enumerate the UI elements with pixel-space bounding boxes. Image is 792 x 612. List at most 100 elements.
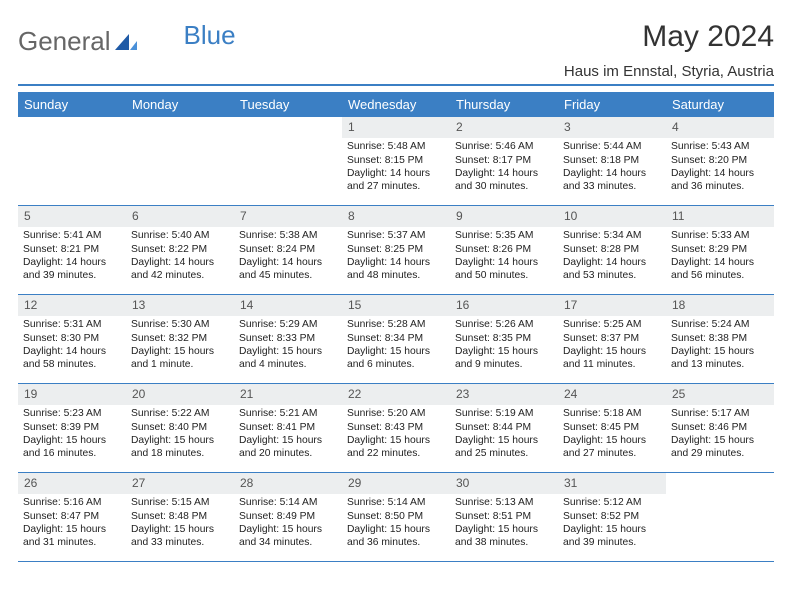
day-number: 22 bbox=[342, 384, 450, 405]
day-sunrise: Sunrise: 5:23 AM bbox=[23, 407, 121, 420]
day-cell: 4Sunrise: 5:43 AMSunset: 8:20 PMDaylight… bbox=[666, 117, 774, 205]
day-daylight1: Daylight: 14 hours bbox=[239, 256, 337, 269]
day-header-cell: Friday bbox=[558, 92, 666, 117]
day-body: Sunrise: 5:16 AMSunset: 8:47 PMDaylight:… bbox=[18, 496, 126, 553]
day-cell: 28Sunrise: 5:14 AMSunset: 8:49 PMDayligh… bbox=[234, 473, 342, 561]
day-body: Sunrise: 5:43 AMSunset: 8:20 PMDaylight:… bbox=[666, 140, 774, 197]
day-sunrise: Sunrise: 5:38 AM bbox=[239, 229, 337, 242]
day-cell: 9Sunrise: 5:35 AMSunset: 8:26 PMDaylight… bbox=[450, 206, 558, 294]
day-number: 2 bbox=[450, 117, 558, 138]
day-number: 9 bbox=[450, 206, 558, 227]
day-daylight2: and 38 minutes. bbox=[455, 536, 553, 549]
day-cell: 14Sunrise: 5:29 AMSunset: 8:33 PMDayligh… bbox=[234, 295, 342, 383]
day-sunset: Sunset: 8:15 PM bbox=[347, 154, 445, 167]
day-sunset: Sunset: 8:48 PM bbox=[131, 510, 229, 523]
day-daylight1: Daylight: 15 hours bbox=[563, 434, 661, 447]
day-sunset: Sunset: 8:50 PM bbox=[347, 510, 445, 523]
day-daylight1: Daylight: 14 hours bbox=[23, 345, 121, 358]
day-number: 15 bbox=[342, 295, 450, 316]
day-cell: 26Sunrise: 5:16 AMSunset: 8:47 PMDayligh… bbox=[18, 473, 126, 561]
day-daylight2: and 1 minute. bbox=[131, 358, 229, 371]
day-number: 26 bbox=[18, 473, 126, 494]
day-daylight2: and 25 minutes. bbox=[455, 447, 553, 460]
day-sunrise: Sunrise: 5:30 AM bbox=[131, 318, 229, 331]
location: Haus im Ennstal, Styria, Austria bbox=[18, 63, 774, 86]
day-cell: 25Sunrise: 5:17 AMSunset: 8:46 PMDayligh… bbox=[666, 384, 774, 472]
header: General Blue May 2024 bbox=[18, 20, 774, 59]
day-cell: 1Sunrise: 5:48 AMSunset: 8:15 PMDaylight… bbox=[342, 117, 450, 205]
day-sunset: Sunset: 8:44 PM bbox=[455, 421, 553, 434]
day-number: 17 bbox=[558, 295, 666, 316]
day-sunset: Sunset: 8:51 PM bbox=[455, 510, 553, 523]
day-daylight2: and 58 minutes. bbox=[23, 358, 121, 371]
day-body: Sunrise: 5:41 AMSunset: 8:21 PMDaylight:… bbox=[18, 229, 126, 286]
day-sunrise: Sunrise: 5:24 AM bbox=[671, 318, 769, 331]
day-cell-empty bbox=[234, 117, 342, 205]
calendar: SundayMondayTuesdayWednesdayThursdayFrid… bbox=[18, 92, 774, 562]
day-daylight2: and 22 minutes. bbox=[347, 447, 445, 460]
day-daylight1: Daylight: 15 hours bbox=[239, 523, 337, 536]
day-body: Sunrise: 5:12 AMSunset: 8:52 PMDaylight:… bbox=[558, 496, 666, 553]
month-title: May 2024 bbox=[642, 20, 774, 54]
day-daylight2: and 9 minutes. bbox=[455, 358, 553, 371]
day-header-cell: Monday bbox=[126, 92, 234, 117]
day-cell-empty bbox=[18, 117, 126, 205]
day-sunset: Sunset: 8:24 PM bbox=[239, 243, 337, 256]
day-body: Sunrise: 5:31 AMSunset: 8:30 PMDaylight:… bbox=[18, 318, 126, 375]
day-sunrise: Sunrise: 5:46 AM bbox=[455, 140, 553, 153]
day-sunrise: Sunrise: 5:31 AM bbox=[23, 318, 121, 331]
day-sunset: Sunset: 8:18 PM bbox=[563, 154, 661, 167]
title-block: May 2024 bbox=[642, 20, 774, 56]
week-row: 26Sunrise: 5:16 AMSunset: 8:47 PMDayligh… bbox=[18, 473, 774, 562]
day-sunset: Sunset: 8:52 PM bbox=[563, 510, 661, 523]
day-cell: 29Sunrise: 5:14 AMSunset: 8:50 PMDayligh… bbox=[342, 473, 450, 561]
day-cell: 3Sunrise: 5:44 AMSunset: 8:18 PMDaylight… bbox=[558, 117, 666, 205]
day-sunrise: Sunrise: 5:29 AM bbox=[239, 318, 337, 331]
day-sunset: Sunset: 8:33 PM bbox=[239, 332, 337, 345]
day-cell: 20Sunrise: 5:22 AMSunset: 8:40 PMDayligh… bbox=[126, 384, 234, 472]
day-number: 8 bbox=[342, 206, 450, 227]
day-number: 3 bbox=[558, 117, 666, 138]
day-sunrise: Sunrise: 5:14 AM bbox=[347, 496, 445, 509]
day-body: Sunrise: 5:46 AMSunset: 8:17 PMDaylight:… bbox=[450, 140, 558, 197]
day-body: Sunrise: 5:24 AMSunset: 8:38 PMDaylight:… bbox=[666, 318, 774, 375]
day-body: Sunrise: 5:22 AMSunset: 8:40 PMDaylight:… bbox=[126, 407, 234, 464]
day-cell: 10Sunrise: 5:34 AMSunset: 8:28 PMDayligh… bbox=[558, 206, 666, 294]
day-number: 25 bbox=[666, 384, 774, 405]
day-sunrise: Sunrise: 5:48 AM bbox=[347, 140, 445, 153]
day-daylight2: and 33 minutes. bbox=[563, 180, 661, 193]
day-cell: 15Sunrise: 5:28 AMSunset: 8:34 PMDayligh… bbox=[342, 295, 450, 383]
day-number: 30 bbox=[450, 473, 558, 494]
day-sunset: Sunset: 8:38 PM bbox=[671, 332, 769, 345]
day-sunrise: Sunrise: 5:33 AM bbox=[671, 229, 769, 242]
day-cell: 30Sunrise: 5:13 AMSunset: 8:51 PMDayligh… bbox=[450, 473, 558, 561]
logo-text-blue: Blue bbox=[184, 20, 236, 51]
day-daylight1: Daylight: 15 hours bbox=[23, 434, 121, 447]
day-sunrise: Sunrise: 5:28 AM bbox=[347, 318, 445, 331]
day-cell: 19Sunrise: 5:23 AMSunset: 8:39 PMDayligh… bbox=[18, 384, 126, 472]
day-sunset: Sunset: 8:39 PM bbox=[23, 421, 121, 434]
day-cell: 22Sunrise: 5:20 AMSunset: 8:43 PMDayligh… bbox=[342, 384, 450, 472]
day-sunset: Sunset: 8:26 PM bbox=[455, 243, 553, 256]
day-daylight1: Daylight: 15 hours bbox=[347, 434, 445, 447]
day-body: Sunrise: 5:29 AMSunset: 8:33 PMDaylight:… bbox=[234, 318, 342, 375]
day-cell: 12Sunrise: 5:31 AMSunset: 8:30 PMDayligh… bbox=[18, 295, 126, 383]
day-body: Sunrise: 5:13 AMSunset: 8:51 PMDaylight:… bbox=[450, 496, 558, 553]
day-number: 18 bbox=[666, 295, 774, 316]
week-row: 12Sunrise: 5:31 AMSunset: 8:30 PMDayligh… bbox=[18, 295, 774, 384]
day-sunrise: Sunrise: 5:40 AM bbox=[131, 229, 229, 242]
day-number: 14 bbox=[234, 295, 342, 316]
day-daylight1: Daylight: 14 hours bbox=[131, 256, 229, 269]
day-sunset: Sunset: 8:37 PM bbox=[563, 332, 661, 345]
day-body: Sunrise: 5:17 AMSunset: 8:46 PMDaylight:… bbox=[666, 407, 774, 464]
day-cell: 21Sunrise: 5:21 AMSunset: 8:41 PMDayligh… bbox=[234, 384, 342, 472]
day-daylight1: Daylight: 15 hours bbox=[455, 434, 553, 447]
day-daylight2: and 20 minutes. bbox=[239, 447, 337, 460]
day-body: Sunrise: 5:14 AMSunset: 8:50 PMDaylight:… bbox=[342, 496, 450, 553]
day-sunset: Sunset: 8:34 PM bbox=[347, 332, 445, 345]
day-cell: 11Sunrise: 5:33 AMSunset: 8:29 PMDayligh… bbox=[666, 206, 774, 294]
day-cell: 8Sunrise: 5:37 AMSunset: 8:25 PMDaylight… bbox=[342, 206, 450, 294]
day-daylight2: and 36 minutes. bbox=[347, 536, 445, 549]
day-daylight1: Daylight: 15 hours bbox=[563, 523, 661, 536]
day-body: Sunrise: 5:14 AMSunset: 8:49 PMDaylight:… bbox=[234, 496, 342, 553]
